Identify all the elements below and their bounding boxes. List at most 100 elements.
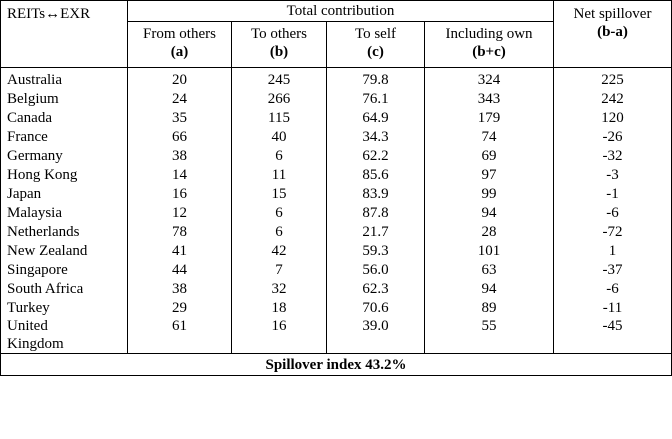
value-cell: 85.6 xyxy=(326,165,425,184)
country-cell: Malaysia xyxy=(0,203,128,222)
value-cell: 29 xyxy=(127,298,232,317)
value-cell: -11 xyxy=(553,298,672,317)
value-cell: 1 xyxy=(553,241,672,260)
corner-header: REITs↔EXR xyxy=(0,0,128,68)
table-row: Belgium 24 266 76.1 343 242 xyxy=(0,89,672,108)
value-cell: 76.1 xyxy=(326,89,425,108)
country-cell: South Africa xyxy=(0,279,128,298)
value-cell: 179 xyxy=(424,108,554,127)
value-cell: 18 xyxy=(231,298,327,317)
table-row: Australia 20 245 79.8 324 225 xyxy=(0,67,672,89)
table-row: Germany 38 6 62.2 69 -32 xyxy=(0,146,672,165)
value-cell: 266 xyxy=(231,89,327,108)
value-cell: 35 xyxy=(127,108,232,127)
country-cell: Canada xyxy=(0,108,128,127)
col-header-to-others: To others (b) xyxy=(231,21,327,68)
col-header-to-self: To self (c) xyxy=(326,21,425,68)
value-cell: 74 xyxy=(424,127,554,146)
country-cell: France xyxy=(0,127,128,146)
table-row: Netherlands 78 6 21.7 28 -72 xyxy=(0,222,672,241)
table-row: South Africa 38 32 62.3 94 -6 xyxy=(0,279,672,298)
value-cell: 14 xyxy=(127,165,232,184)
table-row: United Kingdom 61 16 39.0 55 -45 xyxy=(0,317,672,354)
value-cell: 12 xyxy=(127,203,232,222)
value-cell: -1 xyxy=(553,184,672,203)
value-cell: 59.3 xyxy=(326,241,425,260)
value-cell: 24 xyxy=(127,89,232,108)
value-cell: 39.0 xyxy=(326,317,425,354)
value-cell: 40 xyxy=(231,127,327,146)
value-cell: 16 xyxy=(127,184,232,203)
value-cell: -6 xyxy=(553,279,672,298)
table-row: Malaysia 12 6 87.8 94 -6 xyxy=(0,203,672,222)
value-cell: 245 xyxy=(231,67,327,89)
country-cell: Hong Kong xyxy=(0,165,128,184)
table-row: Japan 16 15 83.9 99 -1 xyxy=(0,184,672,203)
table-row: Singapore 44 7 56.0 63 -37 xyxy=(0,260,672,279)
value-cell: 6 xyxy=(231,146,327,165)
value-cell: 101 xyxy=(424,241,554,260)
table-body: Australia 20 245 79.8 324 225 Belgium 24 266 76.1… xyxy=(0,67,672,354)
country-cell: Belgium xyxy=(0,89,128,108)
value-cell: 66 xyxy=(127,127,232,146)
value-cell: 69 xyxy=(424,146,554,165)
value-cell: -3 xyxy=(553,165,672,184)
net-spillover-header: Net spillover (b-a) xyxy=(553,0,672,68)
spillover-table: REITs↔EXR Total contribution Net spillov… xyxy=(0,0,672,376)
table-row: Turkey 29 18 70.6 89 -11 xyxy=(0,298,672,317)
value-cell: 61 xyxy=(127,317,232,354)
value-cell: 242 xyxy=(553,89,672,108)
value-cell: 41 xyxy=(127,241,232,260)
value-cell: 83.9 xyxy=(326,184,425,203)
value-cell: 15 xyxy=(231,184,327,203)
value-cell: 120 xyxy=(553,108,672,127)
value-cell: 32 xyxy=(231,279,327,298)
country-cell: Singapore xyxy=(0,260,128,279)
value-cell: 70.6 xyxy=(326,298,425,317)
value-cell: 87.8 xyxy=(326,203,425,222)
value-cell: 324 xyxy=(424,67,554,89)
value-cell: 11 xyxy=(231,165,327,184)
value-cell: -72 xyxy=(553,222,672,241)
country-cell: Australia xyxy=(0,67,128,89)
value-cell: 99 xyxy=(424,184,554,203)
value-cell: 79.8 xyxy=(326,67,425,89)
net-spillover-label: Net spillover xyxy=(573,6,652,22)
value-cell: 56.0 xyxy=(326,260,425,279)
value-cell: 64.9 xyxy=(326,108,425,127)
value-cell: 89 xyxy=(424,298,554,317)
table-row: Canada 35 115 64.9 179 120 xyxy=(0,108,672,127)
value-cell: 78 xyxy=(127,222,232,241)
value-cell: -37 xyxy=(553,260,672,279)
country-cell: New Zealand xyxy=(0,241,128,260)
country-cell: Germany xyxy=(0,146,128,165)
value-cell: 62.3 xyxy=(326,279,425,298)
table-row: Hong Kong 14 11 85.6 97 -3 xyxy=(0,165,672,184)
country-cell: United Kingdom xyxy=(0,317,128,354)
col-header-from-others: From others (a) xyxy=(127,21,232,68)
value-cell: 44 xyxy=(127,260,232,279)
value-cell: 28 xyxy=(424,222,554,241)
country-cell: Turkey xyxy=(0,298,128,317)
spillover-index: Spillover index 43.2% xyxy=(0,353,672,376)
value-cell: 6 xyxy=(231,222,327,241)
value-cell: 38 xyxy=(127,146,232,165)
value-cell: 7 xyxy=(231,260,327,279)
value-cell: 38 xyxy=(127,279,232,298)
value-cell: 62.2 xyxy=(326,146,425,165)
value-cell: 34.3 xyxy=(326,127,425,146)
value-cell: 225 xyxy=(553,67,672,89)
value-cell: 63 xyxy=(424,260,554,279)
value-cell: -45 xyxy=(553,317,672,354)
value-cell: 55 xyxy=(424,317,554,354)
table-row: France 66 40 34.3 74 -26 xyxy=(0,127,672,146)
value-cell: 94 xyxy=(424,279,554,298)
value-cell: 20 xyxy=(127,67,232,89)
net-spillover-code: (b-a) xyxy=(597,24,628,40)
group-header: Total contribution xyxy=(127,0,554,22)
value-cell: 115 xyxy=(231,108,327,127)
value-cell: 6 xyxy=(231,203,327,222)
value-cell: 16 xyxy=(231,317,327,354)
value-cell: 343 xyxy=(424,89,554,108)
value-cell: -26 xyxy=(553,127,672,146)
